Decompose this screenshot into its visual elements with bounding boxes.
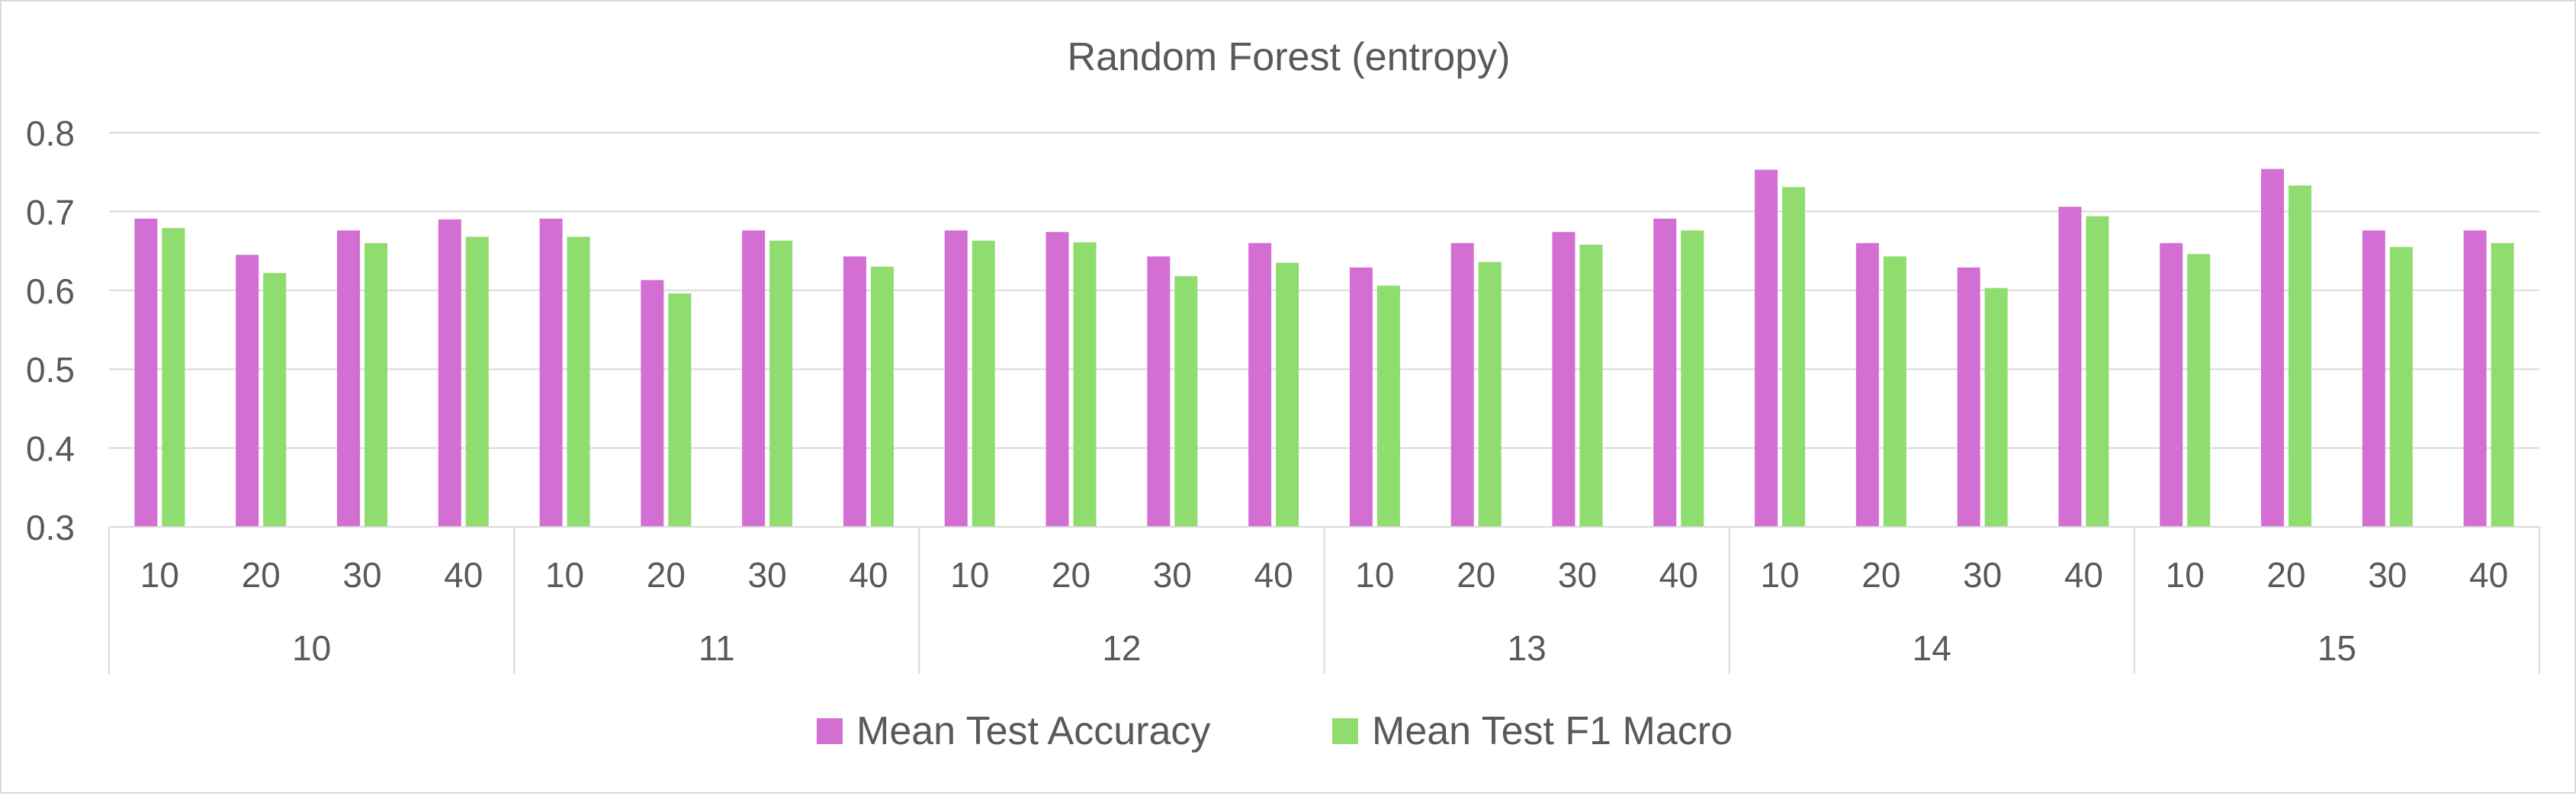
legend-label: Mean Test F1 Macro: [1372, 709, 1733, 753]
x-tick-label: 30: [342, 555, 381, 595]
x-tick-label: 20: [242, 555, 281, 595]
x-tick-label: 20: [1052, 555, 1090, 595]
y-tick-label: 0.5: [26, 350, 75, 390]
x-tick-label: 40: [849, 555, 888, 595]
bar-mean-test-accuracy: [1450, 242, 1474, 527]
bar-mean-test-accuracy: [1552, 232, 1575, 527]
bar-mean-test-accuracy: [1855, 242, 1879, 527]
bar-mean-test-accuracy: [438, 219, 461, 527]
bar-mean-test-f1-macro: [1681, 230, 1704, 527]
x-tick-label: 30: [1153, 555, 1192, 595]
x-tick-label: 10: [1355, 555, 1394, 595]
bar-mean-test-accuracy: [742, 230, 766, 527]
bar-mean-test-accuracy: [1957, 267, 1980, 527]
bar-mean-test-f1-macro: [870, 266, 894, 527]
bar-mean-test-f1-macro: [1073, 242, 1097, 527]
bar-mean-test-accuracy: [539, 218, 563, 527]
y-tick-label: 0.4: [26, 429, 75, 469]
bar-mean-test-accuracy: [1653, 218, 1677, 527]
bar-mean-test-accuracy: [2463, 230, 2487, 527]
bar-mean-test-accuracy: [236, 255, 259, 527]
x-group-label: 10: [292, 628, 331, 668]
x-tick-label: 30: [2368, 555, 2407, 595]
x-tick-label: 10: [1760, 555, 1799, 595]
x-group-label: 14: [1913, 628, 1951, 668]
x-tick-label: 20: [647, 555, 686, 595]
bar-mean-test-accuracy: [944, 230, 968, 527]
x-tick-label: 30: [1963, 555, 2002, 595]
bar-mean-test-f1-macro: [2187, 254, 2211, 527]
x-tick-label: 30: [1558, 555, 1597, 595]
bar-mean-test-accuracy: [1045, 232, 1069, 527]
bar-mean-test-f1-macro: [668, 293, 692, 527]
y-tick-label: 0.3: [26, 508, 75, 547]
bar-mean-test-f1-macro: [465, 236, 489, 527]
bars: [134, 169, 2514, 527]
x-tick-label: 40: [1254, 555, 1293, 595]
bar-mean-test-f1-macro: [1276, 262, 1299, 527]
x-group-label: 15: [2317, 628, 2356, 668]
bar-mean-test-f1-macro: [1782, 187, 1806, 527]
legend-label: Mean Test Accuracy: [856, 709, 1210, 753]
y-tick-label: 0.8: [26, 114, 75, 153]
x-tick-label: 40: [2064, 555, 2103, 595]
x-tick-label: 40: [2469, 555, 2508, 595]
x-group-label: 11: [699, 628, 735, 668]
bar-mean-test-accuracy: [2160, 242, 2183, 527]
bar-mean-test-accuracy: [843, 256, 866, 527]
y-axis: 0.3 0.4 0.5 0.6 0.7 0.8: [26, 114, 75, 547]
legend: Mean Test Accuracy Mean Test F1 Macro: [817, 709, 1733, 753]
bar-mean-test-f1-macro: [364, 242, 387, 527]
x-axis: 10 20 30 40 10 10 20 30 40 11 10 20 30 40 12 10 20 30 40 13…: [108, 526, 2540, 674]
bar-mean-test-f1-macro: [1376, 285, 1400, 527]
x-tick-label: 20: [1457, 555, 1495, 595]
x-tick-label: 10: [2166, 555, 2205, 595]
x-tick-label: 20: [2266, 555, 2305, 595]
x-tick-label: 10: [545, 555, 584, 595]
bar-mean-test-f1-macro: [263, 273, 287, 527]
bar-mean-test-f1-macro: [972, 240, 995, 527]
x-tick-label: 10: [140, 555, 179, 595]
bar-mean-test-f1-macro: [1984, 287, 2008, 527]
bar-mean-test-accuracy: [1755, 169, 1778, 527]
x-tick-label: 20: [1861, 555, 1900, 595]
bar-mean-test-f1-macro: [2491, 242, 2514, 527]
x-group-label: 13: [1507, 628, 1546, 668]
x-tick-label: 30: [748, 555, 787, 595]
bar-mean-test-accuracy: [134, 218, 158, 527]
bar-mean-test-accuracy: [2261, 169, 2285, 527]
bar-mean-test-f1-macro: [1174, 276, 1198, 527]
bar-mean-test-f1-macro: [162, 228, 185, 527]
chart-title: Random Forest (entropy): [1068, 35, 1511, 79]
legend-swatch: [817, 718, 843, 744]
y-tick-label: 0.7: [26, 192, 75, 232]
y-tick-label: 0.6: [26, 271, 75, 311]
bar-mean-test-accuracy: [1349, 267, 1373, 527]
bar-mean-test-f1-macro: [769, 240, 793, 527]
bar-mean-test-f1-macro: [2086, 216, 2109, 527]
bar-mean-test-f1-macro: [1579, 244, 1603, 527]
bar-mean-test-accuracy: [2362, 230, 2385, 527]
bar-mean-test-f1-macro: [2289, 185, 2312, 527]
bar-mean-test-accuracy: [641, 280, 664, 527]
bar-mean-test-f1-macro: [1478, 262, 1502, 527]
bar-mean-test-f1-macro: [567, 236, 590, 527]
bar-mean-test-f1-macro: [1883, 256, 1906, 527]
x-group-label: 12: [1102, 628, 1141, 668]
x-tick-label: 40: [444, 555, 483, 595]
bar-mean-test-accuracy: [2058, 207, 2082, 527]
bar-mean-test-accuracy: [1248, 242, 1272, 527]
bar-mean-test-f1-macro: [2389, 246, 2413, 527]
x-tick-label: 40: [1659, 555, 1698, 595]
bar-mean-test-accuracy: [336, 230, 360, 527]
legend-swatch: [1332, 718, 1358, 744]
x-tick-label: 10: [950, 555, 989, 595]
bar-mean-test-accuracy: [1147, 256, 1171, 527]
